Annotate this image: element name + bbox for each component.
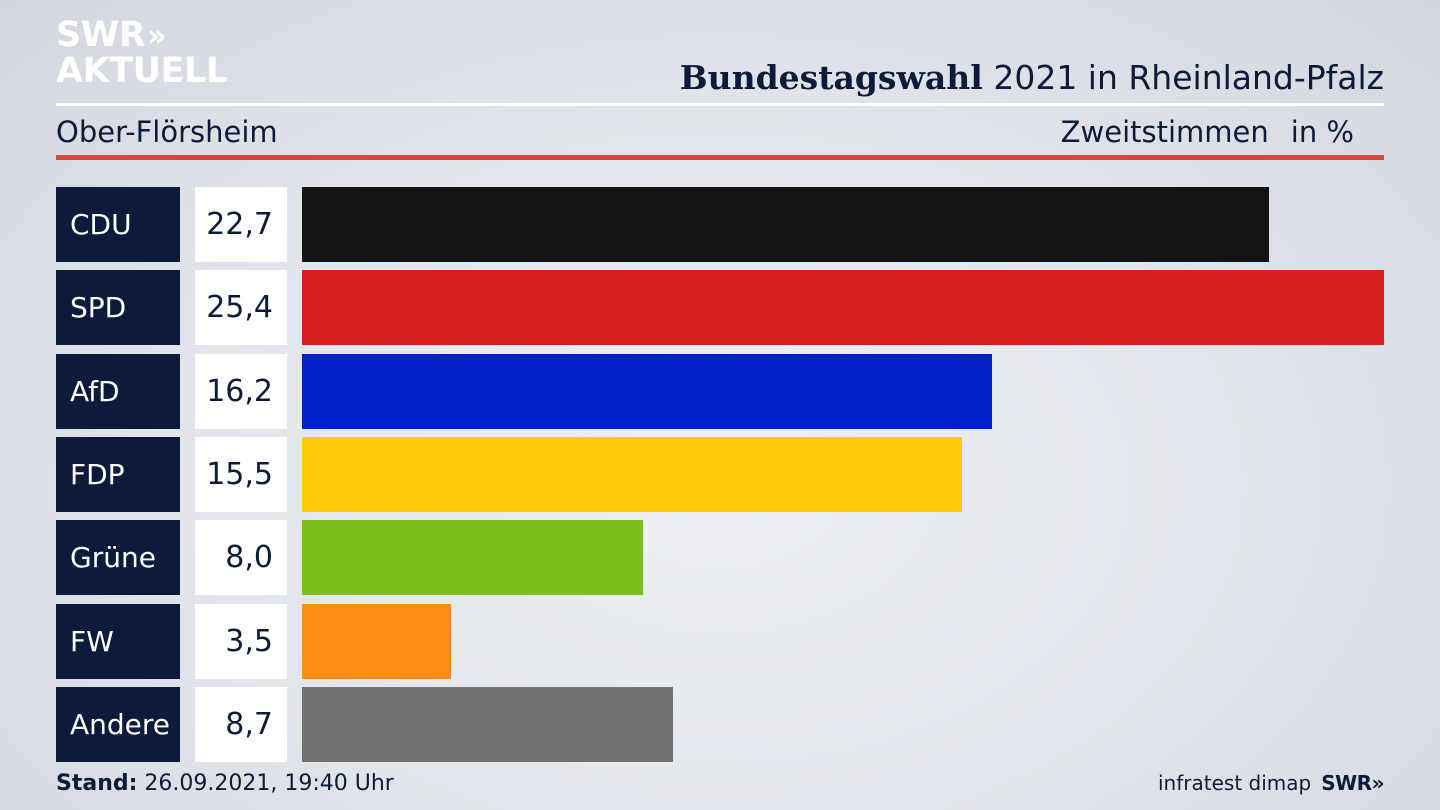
logo-line-swr: SWR» — [56, 18, 228, 54]
bar — [302, 520, 643, 596]
header-divider — [56, 103, 1384, 106]
bar-row: FDP 15,5 — [0, 436, 1440, 512]
timestamp-value: 26.09.2021, 19:40 Uhr — [144, 771, 394, 796]
timestamp-label: Stand: — [56, 771, 138, 796]
bar — [302, 603, 451, 679]
metric-label: Zweitstimmen in % — [1061, 115, 1354, 149]
party-label: FW — [56, 603, 180, 679]
logo-swr-text: SWR — [56, 15, 146, 55]
party-label: Grüne — [56, 520, 180, 596]
bar-row: SPD 25,4 — [0, 270, 1440, 346]
bar — [302, 187, 1269, 262]
accent-divider — [56, 155, 1384, 160]
timestamp: Stand: 26.09.2021, 19:40 Uhr — [56, 771, 394, 796]
chart-title-rest: 2021 in Rheinland-Pfalz — [993, 58, 1384, 97]
value-label: 8,0 — [195, 520, 287, 596]
bar — [302, 270, 1384, 346]
bar-row: AfD 16,2 — [0, 353, 1440, 429]
metric-unit: in % — [1290, 115, 1354, 149]
value-label: 25,4 — [195, 270, 287, 346]
party-label: Andere — [56, 686, 180, 762]
bar — [302, 436, 962, 512]
metric-name: Zweitstimmen — [1060, 115, 1269, 149]
chart-title: Bundestagswahl 2021 in Rheinland-Pfalz — [680, 58, 1384, 97]
bar-row: FW 3,5 — [0, 603, 1440, 679]
bar-row: Grüne 8,0 — [0, 520, 1440, 596]
value-label: 15,5 — [195, 436, 287, 512]
source-credit: infratest dimap SWR» — [1158, 771, 1384, 795]
party-label: FDP — [56, 436, 180, 512]
value-label: 3,5 — [195, 603, 287, 679]
bar — [302, 686, 673, 762]
bar-row: CDU 22,7 — [0, 187, 1440, 262]
bar — [302, 353, 992, 429]
source-name: infratest dimap — [1158, 771, 1312, 795]
party-label: CDU — [56, 187, 180, 262]
party-label: AfD — [56, 353, 180, 429]
value-label: 16,2 — [195, 353, 287, 429]
swr-small-logo: SWR» — [1321, 771, 1384, 795]
chart-title-bold: Bundestagswahl — [679, 58, 983, 97]
region-label: Ober-Flörsheim — [56, 115, 278, 149]
bar-row: Andere 8,7 — [0, 686, 1440, 762]
swr-aktuell-logo: SWR» AKTUELL — [56, 18, 228, 91]
value-label: 8,7 — [195, 686, 287, 762]
party-label: SPD — [56, 270, 180, 346]
logo-line-aktuell: AKTUELL — [56, 51, 228, 91]
value-label: 22,7 — [195, 187, 287, 262]
